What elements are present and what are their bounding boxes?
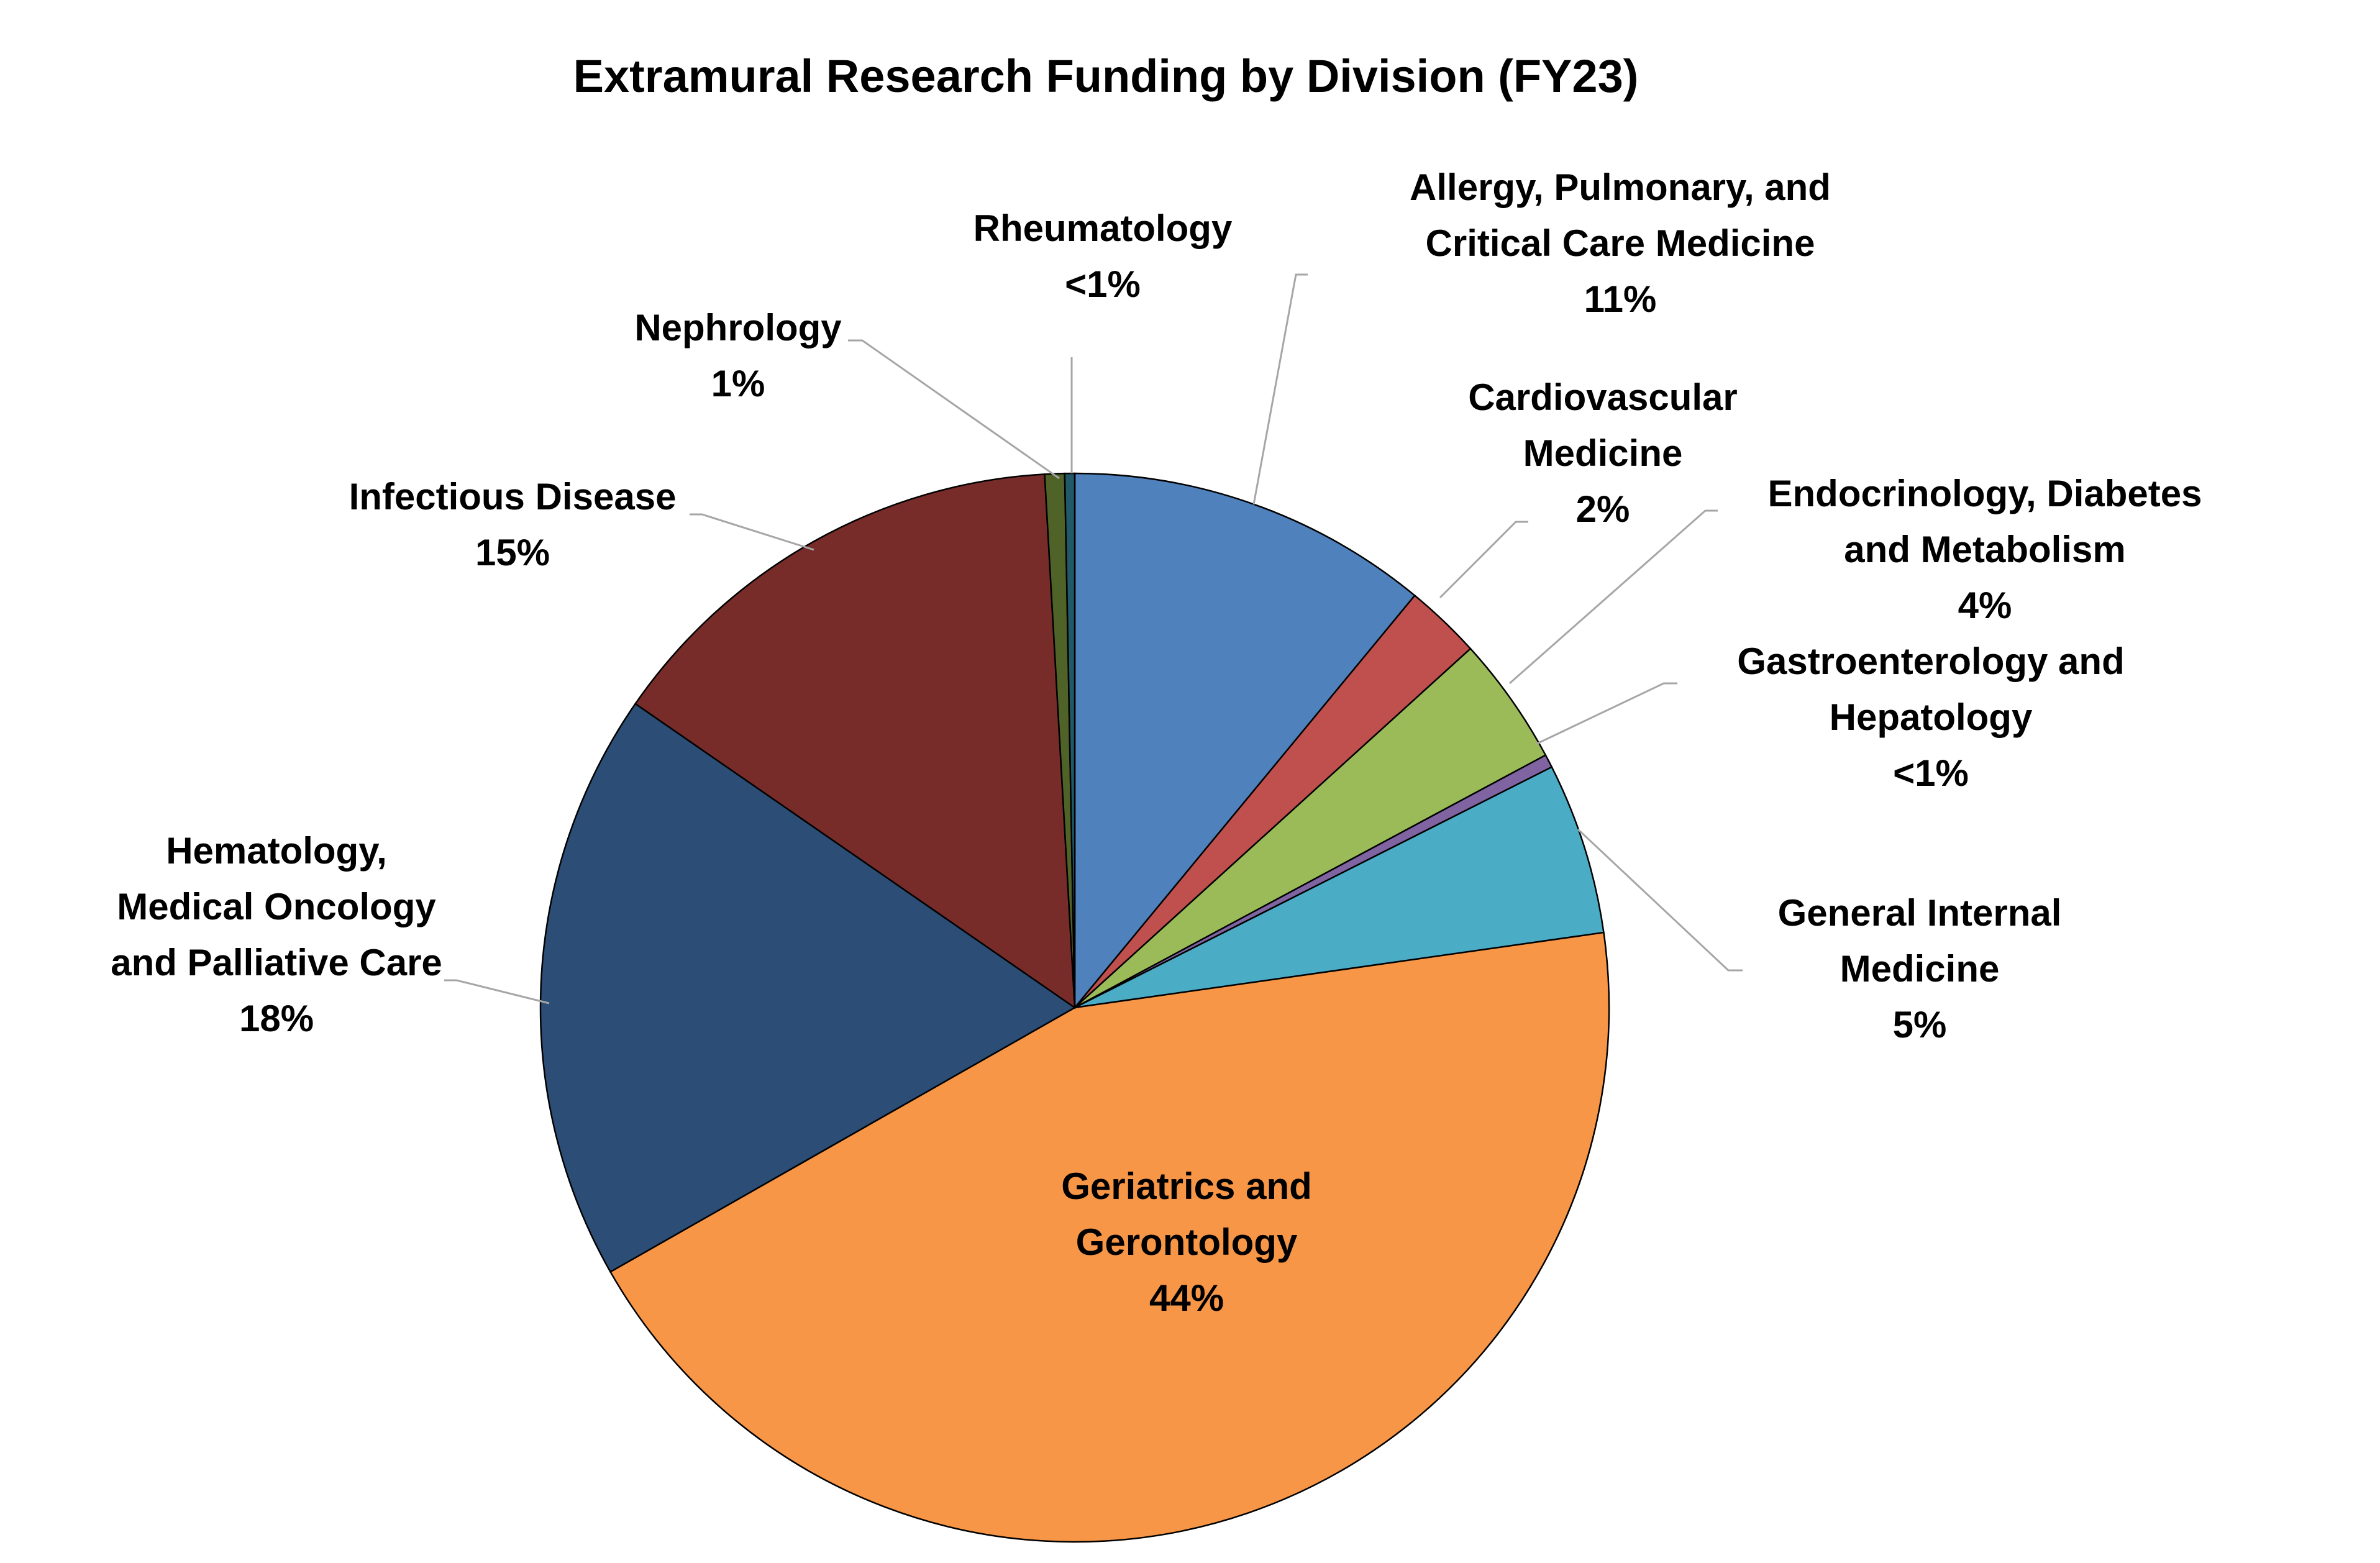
leader-lines	[444, 273, 1743, 1005]
slice-value-label: 1%	[711, 363, 765, 404]
leader-line-allergy-pulmonary-and-critical-care-medicine	[1252, 273, 1308, 505]
pie-slice-infectious-disease	[634, 473, 1076, 1009]
slice-name-line: Medicine	[1840, 948, 2000, 990]
slice-label-geriatrics-and-gerontology: Geriatrics and Gerontology 44%	[1061, 1165, 1312, 1319]
slice-name-line: Infectious Disease	[349, 476, 677, 517]
slice-value-label: <1%	[1065, 263, 1141, 305]
slice-value-label: 18%	[239, 998, 314, 1039]
pie-slice-allergy-pulmonary-and-critical-care-medicine	[1074, 472, 1416, 1010]
slice-label-cardiovascular-medicine: Cardiovascular Medicine 2%	[1468, 376, 1738, 530]
slice-value-label: 11%	[1584, 278, 1657, 320]
slice-label-endocrinology-diabetes-and-metabolism: Endocrinology, Diabetes and Metabolism 4%	[1768, 473, 2202, 626]
chart-title: Extramural Research Funding by Division …	[573, 50, 1639, 102]
leader-line-hematology-medical-oncology-and-palliative-care	[444, 979, 550, 1005]
slice-label-gastroenterology-and-hepatology: Gastroenterology and Hepatology <1%	[1737, 640, 2124, 794]
slice-value-label: 15%	[475, 532, 550, 573]
pie-slice-rheumatology	[1064, 472, 1076, 1008]
slice-value-label: 4%	[1958, 585, 2012, 626]
leader-line-nephrology	[848, 339, 1060, 480]
slice-name-line: Hematology,	[166, 830, 387, 872]
slice-label-hematology-medical-oncology-and-palliative-care: Hematology, Medical Oncology and Palliativ…	[111, 830, 442, 1039]
leader-line-general-internal-medicine	[1577, 828, 1743, 972]
pie-slice-geriatrics-and-gerontology	[609, 931, 1610, 1543]
slice-label-general-internal-medicine: General Internal Medicine 5%	[1778, 892, 2062, 1046]
slice-name-line: General Internal	[1778, 892, 2062, 934]
slice-name-line: Gastroenterology and	[1737, 640, 2124, 682]
slice-label-rheumatology: Rheumatology <1%	[973, 207, 1233, 305]
slice-value-label: <1%	[1893, 752, 1969, 794]
slice-name-line: Rheumatology	[973, 207, 1233, 249]
slice-name-line: Nephrology	[634, 307, 842, 349]
slice-value-label: 2%	[1576, 488, 1630, 530]
slice-name-line: Medical Oncology	[117, 886, 436, 927]
leader-line-endocrinology-diabetes-and-metabolism	[1509, 509, 1718, 685]
slice-name-line: Endocrinology, Diabetes	[1768, 473, 2202, 514]
leader-line-cardiovascular-medicine	[1439, 521, 1528, 599]
slice-label-nephrology: Nephrology 1%	[634, 307, 842, 404]
pie-slice-hematology-medical-oncology-and-palliative-care	[539, 703, 1077, 1274]
slice-labels: Allergy, Pulmonary, and Critical Care Med…	[111, 166, 2202, 1319]
pie-slice-endocrinology-diabetes-and-metabolism	[1074, 647, 1547, 1009]
slice-label-infectious-disease: Infectious Disease 15%	[349, 476, 677, 573]
slice-name-line: Allergy, Pulmonary, and	[1410, 166, 1831, 208]
pie-slice-general-internal-medicine	[1074, 766, 1605, 1009]
pie-slices	[539, 472, 1610, 1543]
slice-value-label: 5%	[1893, 1004, 1947, 1046]
slice-value-label: 44%	[1149, 1277, 1224, 1319]
slice-label-allergy-pulmonary-and-critical-care-medicine: Allergy, Pulmonary, and Critical Care Med…	[1410, 166, 1831, 320]
slice-name-line: and Palliative Care	[111, 942, 442, 983]
slice-name-line: Geriatrics and	[1061, 1165, 1312, 1207]
slice-name-line: Hepatology	[1830, 696, 2033, 738]
slice-name-line: and Metabolism	[1844, 529, 2125, 570]
slice-name-line: Medicine	[1523, 432, 1683, 474]
slice-name-line: Critical Care Medicine	[1426, 222, 1815, 264]
slice-name-line: Gerontology	[1076, 1221, 1298, 1263]
slice-name-line: Cardiovascular	[1468, 376, 1738, 418]
leader-line-gastroenterology-and-hepatology	[1535, 682, 1677, 745]
leader-line-infectious-disease	[690, 513, 814, 551]
